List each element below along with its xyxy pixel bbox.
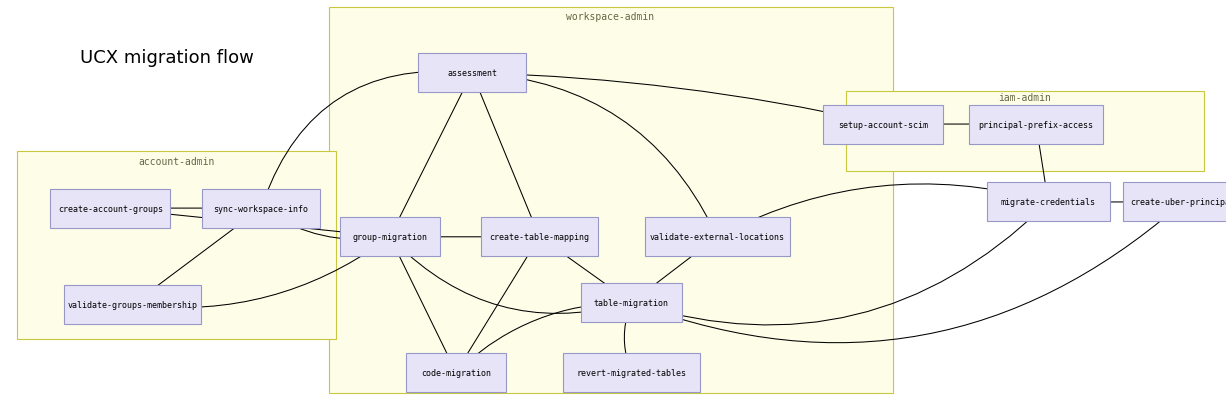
Text: table-migration: table-migration [593,298,669,307]
FancyBboxPatch shape [563,353,700,392]
FancyBboxPatch shape [202,189,320,228]
FancyBboxPatch shape [645,218,790,257]
FancyBboxPatch shape [481,218,598,257]
FancyBboxPatch shape [340,218,440,257]
FancyBboxPatch shape [64,285,201,324]
FancyBboxPatch shape [17,151,336,339]
Text: iam-admin: iam-admin [998,93,1052,103]
FancyBboxPatch shape [969,105,1103,144]
FancyBboxPatch shape [823,105,943,144]
FancyBboxPatch shape [1123,183,1226,222]
Text: revert-migrated-tables: revert-migrated-tables [576,368,687,377]
FancyBboxPatch shape [987,183,1110,222]
Text: sync-workspace-info: sync-workspace-info [213,204,309,213]
Text: UCX migration flow: UCX migration flow [80,49,254,67]
FancyBboxPatch shape [50,189,170,228]
Text: group-migration: group-migration [352,233,428,242]
Text: create-account-groups: create-account-groups [58,204,163,213]
FancyBboxPatch shape [329,8,893,393]
Text: create-table-mapping: create-table-mapping [489,233,590,242]
Text: code-migration: code-migration [421,368,492,377]
Text: assessment: assessment [447,69,497,78]
Text: workspace-admin: workspace-admin [566,12,655,22]
Text: setup-account-scim: setup-account-scim [837,120,928,129]
Text: migrate-credentials: migrate-credentials [1000,198,1096,207]
FancyBboxPatch shape [846,92,1204,172]
Text: principal-prefix-access: principal-prefix-access [978,120,1094,129]
Text: validate-external-locations: validate-external-locations [650,233,785,242]
FancyBboxPatch shape [581,283,682,322]
Text: account-admin: account-admin [139,156,215,166]
Text: validate-groups-membership: validate-groups-membership [67,300,197,309]
Text: create-uber-principal: create-uber-principal [1130,198,1226,207]
FancyBboxPatch shape [406,353,506,392]
FancyBboxPatch shape [418,54,526,93]
